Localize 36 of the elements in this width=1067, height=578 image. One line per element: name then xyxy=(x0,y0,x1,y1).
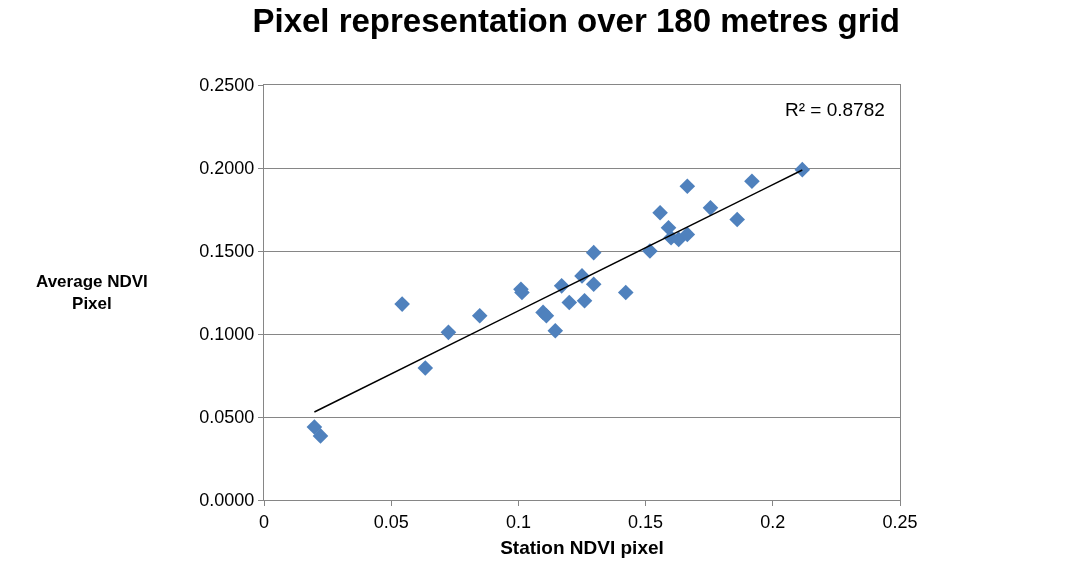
point xyxy=(440,324,457,341)
annotation: R² = 0.8782 xyxy=(785,99,885,120)
y-tick-label: 0.2500 xyxy=(199,75,255,96)
y-tick-label: 0.1000 xyxy=(199,324,255,345)
x-axis-title: Station NDVI pixel xyxy=(500,537,664,559)
y-tick-label: 0.0000 xyxy=(199,490,255,511)
y-tick-label: 0.0500 xyxy=(199,407,255,428)
point xyxy=(652,205,668,221)
y-tick-label: 0.1500 xyxy=(199,241,255,262)
point xyxy=(394,296,410,312)
point xyxy=(585,244,602,261)
point xyxy=(306,419,323,435)
point xyxy=(576,293,593,309)
point xyxy=(702,200,719,216)
x-tick-label: 0.15 xyxy=(628,511,664,532)
x-tick-label: 0.1 xyxy=(505,511,531,532)
x-tick-label: 0 xyxy=(258,511,270,532)
point xyxy=(729,211,745,228)
point xyxy=(538,307,555,324)
y-axis-title: Average NDVI Pixel xyxy=(36,272,148,314)
point xyxy=(471,307,488,324)
point xyxy=(585,276,602,292)
point xyxy=(794,161,811,178)
x-tick-label: 0.05 xyxy=(373,511,409,532)
point xyxy=(744,173,760,190)
point xyxy=(617,284,634,301)
point xyxy=(679,178,696,195)
point xyxy=(547,322,564,339)
point xyxy=(561,294,578,311)
x-tick-label: 0.2 xyxy=(760,511,786,532)
point xyxy=(417,360,434,376)
chart-title: Pixel representation over 180 metres grid xyxy=(252,1,900,39)
point xyxy=(679,226,696,243)
x-tick-label: 0.25 xyxy=(882,511,918,532)
point xyxy=(312,428,329,444)
y-tick-label: 0.2000 xyxy=(199,158,255,179)
